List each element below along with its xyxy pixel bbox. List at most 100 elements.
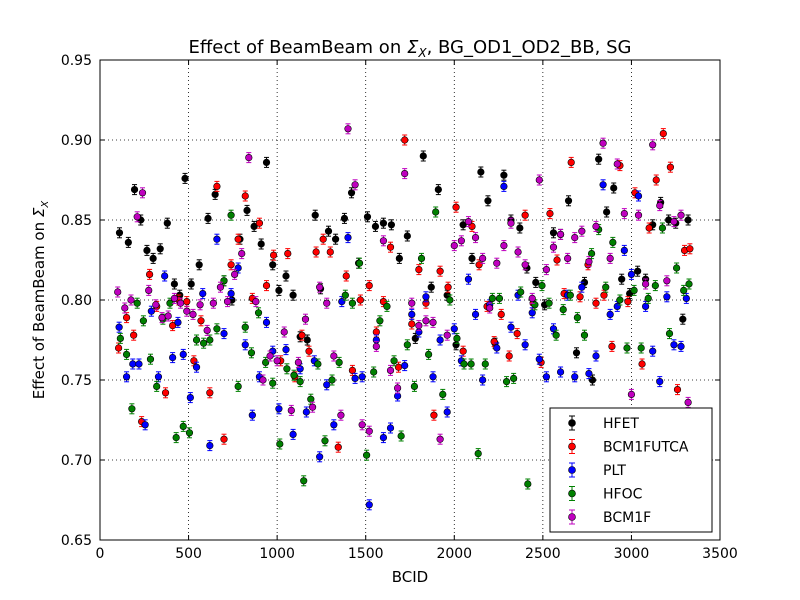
data-point <box>613 160 621 168</box>
data-point <box>608 342 616 351</box>
data-point <box>351 374 359 383</box>
data-point <box>603 208 611 216</box>
y-axis-label-subscript: X <box>40 200 51 209</box>
data-point <box>129 360 137 368</box>
data-point <box>169 322 177 330</box>
data-point <box>307 395 315 403</box>
data-point <box>356 296 365 304</box>
data-point <box>411 334 419 343</box>
data-point <box>410 382 419 391</box>
data-point <box>302 408 310 416</box>
data-point <box>262 358 270 367</box>
data-point <box>203 326 211 335</box>
data-point <box>275 405 283 413</box>
data-point <box>545 299 553 307</box>
data-point <box>528 294 536 303</box>
data-point <box>284 250 292 258</box>
data-point <box>559 306 567 314</box>
data-point <box>599 181 607 189</box>
data-point <box>468 254 476 262</box>
data-point <box>564 197 573 205</box>
data-point <box>141 421 149 429</box>
data-point <box>516 224 524 232</box>
data-point <box>576 293 584 301</box>
data-point <box>227 211 235 219</box>
data-point <box>209 299 217 307</box>
data-point <box>363 213 372 221</box>
data-point <box>158 314 166 322</box>
data-point <box>220 277 228 285</box>
data-point <box>213 182 221 190</box>
data-point <box>213 325 221 333</box>
data-point <box>243 206 251 214</box>
data-point <box>348 299 357 307</box>
data-point <box>324 227 333 235</box>
data-point <box>475 261 483 269</box>
data-point <box>130 186 139 194</box>
data-point <box>220 435 228 443</box>
data-point <box>609 238 617 246</box>
data-point <box>328 376 336 384</box>
data-point <box>135 360 143 368</box>
data-point <box>124 238 132 246</box>
data-point <box>427 283 435 291</box>
data-point <box>641 302 650 311</box>
data-point <box>383 302 391 311</box>
data-point <box>351 181 359 189</box>
data-point <box>139 317 147 325</box>
data-point <box>500 242 508 250</box>
data-point <box>206 442 214 450</box>
data-point <box>241 192 249 200</box>
data-point <box>486 304 494 312</box>
data-point <box>174 318 182 327</box>
data-point <box>298 331 306 339</box>
data-point <box>121 304 129 312</box>
data-point <box>394 392 402 400</box>
data-point <box>338 298 346 306</box>
data-point <box>234 264 242 272</box>
data-point <box>169 354 177 362</box>
data-point <box>484 197 492 205</box>
data-point <box>344 234 352 242</box>
data-point <box>133 213 141 221</box>
data-point <box>245 154 253 162</box>
data-point <box>227 290 235 298</box>
data-point <box>275 286 283 295</box>
data-point <box>238 250 246 258</box>
data-point <box>241 341 249 349</box>
data-point <box>122 314 131 322</box>
data-point <box>341 291 349 299</box>
data-point <box>270 251 278 259</box>
data-point <box>474 450 482 458</box>
chart-title-prefix: Effect of BeamBeam on <box>189 37 407 58</box>
data-point <box>394 363 403 371</box>
y-axis-label-prefix: Effect of BeamBeam on <box>30 217 48 399</box>
data-point <box>247 349 256 357</box>
data-point <box>542 266 551 274</box>
data-point <box>255 219 264 227</box>
data-point <box>197 317 205 325</box>
data-point <box>186 394 194 402</box>
data-point <box>521 261 529 269</box>
data-point <box>439 390 447 399</box>
legend-entry-bcm1futca: BCM1FUTCA <box>568 439 689 456</box>
data-point <box>231 270 239 279</box>
data-point <box>181 174 189 182</box>
data-point <box>206 389 214 397</box>
data-point <box>379 219 388 227</box>
data-point <box>446 296 454 304</box>
data-point <box>379 237 388 245</box>
data-point <box>216 283 225 291</box>
data-point <box>553 256 561 264</box>
data-point <box>638 360 646 368</box>
data-point <box>592 352 600 360</box>
y-tick-label: 0.80 <box>61 293 92 309</box>
data-point <box>390 357 398 365</box>
data-point <box>365 501 373 509</box>
data-point <box>546 210 554 218</box>
data-point <box>602 283 610 291</box>
x-axis-label: BCID <box>392 568 428 586</box>
data-point <box>146 355 155 363</box>
data-point <box>311 211 319 219</box>
legend-marker <box>568 419 576 427</box>
